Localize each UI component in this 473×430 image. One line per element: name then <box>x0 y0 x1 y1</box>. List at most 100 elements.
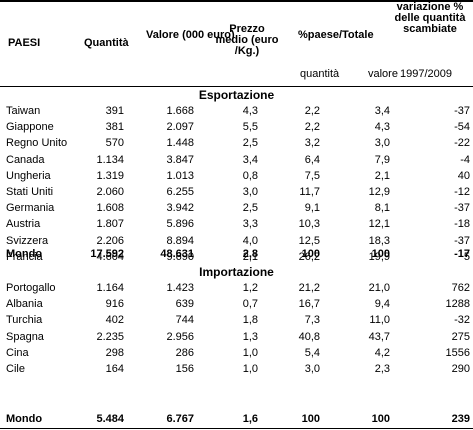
cell-variazione: 275 <box>451 331 470 343</box>
table-row: Svizzera 2.206 8.894 4,0 12,5 18,3 -37 <box>0 234 473 250</box>
cell-quantita: 1.164 <box>96 282 124 294</box>
table-row: Austria 1.807 5.896 3,3 10,3 12,1 -18 <box>0 217 473 233</box>
cell-percent-valore: 100 <box>371 248 390 260</box>
table-row: Portogallo 1.164 1.423 1,2 21,2 21,0 762 <box>0 281 473 297</box>
header-prezzo: Prezzo medio (euro /Kg.) <box>215 23 279 57</box>
cell-paese: Taiwan <box>6 105 41 117</box>
cell-prezzo: 1,0 <box>242 347 258 359</box>
cell-valore: 6.255 <box>166 186 194 198</box>
cell-percent-valore: 19,9 <box>368 251 390 263</box>
cell-percent-quantita: 2,2 <box>304 105 320 117</box>
cell-percent-valore: 21,0 <box>368 282 390 294</box>
cell-variazione: 762 <box>451 282 470 294</box>
cell-percent-valore: 18,3 <box>368 235 390 247</box>
table-row: Turchia 402 744 1,8 7,3 11,0 -32 <box>0 313 473 329</box>
cell-quantita: 2.060 <box>96 186 124 198</box>
cell-percent-quantita: 100 <box>301 248 320 260</box>
cell-quantita: 381 <box>105 121 124 133</box>
cell-variazione: 290 <box>451 363 470 375</box>
cell-prezzo: 3,0 <box>242 186 258 198</box>
cell-prezzo: 4,0 <box>242 235 258 247</box>
cell-paese: Turchia <box>6 314 43 326</box>
cell-quantita: 1.807 <box>96 218 124 230</box>
cell-variazione: 40 <box>457 170 470 182</box>
cell-prezzo: 1,0 <box>242 363 258 375</box>
cell-percent-quantita: 9,1 <box>304 202 320 214</box>
cell-prezzo: 2,1 <box>242 251 258 263</box>
subheader-valore: valore <box>368 68 398 80</box>
cell-percent-valore: 11,0 <box>369 314 390 326</box>
cell-percent-valore: 3,4 <box>374 105 390 117</box>
cell-paese: Stati Uniti <box>6 186 54 198</box>
cell-quantita: 4.604 <box>96 251 124 263</box>
table-row: Cile 164 156 1,0 3,0 2,3 290 <box>0 362 473 378</box>
subheader-periodo: 1997/2009 <box>400 68 452 80</box>
cell-quantita: 5.484 <box>96 413 124 425</box>
cell-valore: 3.847 <box>166 154 194 166</box>
cell-percent-valore: 4,3 <box>374 121 390 133</box>
cell-valore: 1.668 <box>166 105 194 117</box>
header-bottom-rule <box>0 86 473 87</box>
table-row: Ungheria 1.319 1.013 0,8 7,5 2,1 40 <box>0 169 473 185</box>
cell-percent-quantita: 5,4 <box>304 347 320 359</box>
total-row: Mondo 5.484 6.767 1,6 100 100 239 <box>0 412 473 428</box>
cell-valore: 8.894 <box>166 235 194 247</box>
cell-paese: Austria <box>6 218 41 230</box>
cell-prezzo: 5,5 <box>242 121 258 133</box>
header-valore: Valore (000 euro) <box>146 29 235 41</box>
cell-quantita: 17.592 <box>90 248 124 260</box>
cell-paese: Cina <box>6 347 29 359</box>
cell-paese: Portogallo <box>6 282 56 294</box>
cell-percent-quantita: 2,2 <box>304 121 320 133</box>
cell-percent-quantita: 10,3 <box>298 218 320 230</box>
cell-percent-quantita: 21,2 <box>298 282 320 294</box>
cell-valore: 3.942 <box>166 202 194 214</box>
cell-paese: Mondo <box>6 413 43 425</box>
cell-prezzo: 4,3 <box>242 105 258 117</box>
cell-percent-valore: 3,0 <box>374 137 390 149</box>
cell-paese: Mondo <box>6 248 43 260</box>
cell-quantita: 1.134 <box>96 154 124 166</box>
cell-percent-quantita: 26,2 <box>298 251 320 263</box>
cell-prezzo: 3,3 <box>242 218 258 230</box>
subheader-quantita: quantità <box>300 68 340 80</box>
cell-valore: 48.631 <box>160 248 194 260</box>
cell-quantita: 1.608 <box>96 202 124 214</box>
cell-paese: Albania <box>6 298 43 310</box>
cell-percent-quantita: 7,5 <box>304 170 320 182</box>
cell-variazione: -37 <box>454 235 470 247</box>
cell-valore: 2.956 <box>166 331 194 343</box>
table-top-rule <box>0 0 473 2</box>
cell-valore: 744 <box>175 314 194 326</box>
cell-valore: 5.896 <box>166 218 194 230</box>
cell-paese: Canada <box>6 154 45 166</box>
cell-paese: Francia <box>6 251 43 263</box>
cell-valore: 1.448 <box>166 137 194 149</box>
cell-prezzo: 0,7 <box>242 298 258 310</box>
cell-prezzo: 1,3 <box>242 331 258 343</box>
cell-paese: Giappone <box>6 121 54 133</box>
table-row: Germania 1.608 3.942 2,5 9,1 8,1 -37 <box>0 201 473 217</box>
cell-paese: Germania <box>6 202 55 214</box>
cell-percent-valore: 100 <box>371 413 390 425</box>
cell-paese: Cile <box>6 363 25 375</box>
header-variazione: variazione % delle quantità scambiate <box>394 1 466 35</box>
cell-prezzo: 2,5 <box>242 202 258 214</box>
cell-variazione: 5 <box>463 251 470 263</box>
cell-quantita: 402 <box>105 314 124 326</box>
cell-percent-valore: 7,9 <box>374 154 390 166</box>
total-row: Mondo 17.592 48.631 2,8 100 100 -17 <box>0 247 473 263</box>
cell-valore: 1.013 <box>166 170 194 182</box>
table-row: Spagna 2.235 2.956 1,3 40,8 43,7 275 <box>0 330 473 346</box>
cell-prezzo: 0,8 <box>242 170 258 182</box>
cell-percent-quantita: 12,5 <box>298 235 320 247</box>
cell-valore: 9.690 <box>166 251 194 263</box>
header-paese-totale: %paese/Totale <box>298 29 374 41</box>
section-title-esportazione: Esportazione <box>198 88 275 102</box>
cell-percent-quantita: 40,8 <box>298 331 320 343</box>
cell-variazione: -12 <box>454 186 470 198</box>
table-row: Regno Unito 570 1.448 2,5 3,2 3,0 -22 <box>0 136 473 152</box>
cell-paese: Svizzera <box>6 235 49 247</box>
cell-variazione: -54 <box>454 121 470 133</box>
cell-prezzo: 2,8 <box>242 248 258 260</box>
